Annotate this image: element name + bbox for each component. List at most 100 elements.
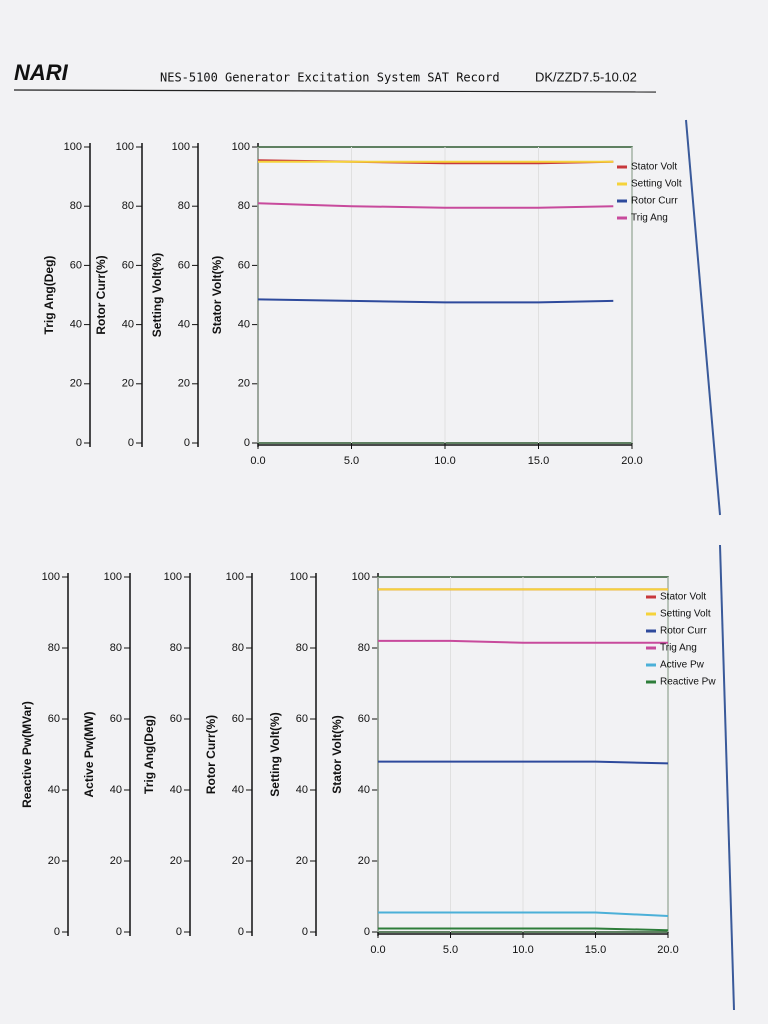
- y-tick-label: 0: [76, 437, 82, 449]
- x-tick-label: 10.0: [434, 455, 455, 467]
- y-tick-label: 40: [70, 319, 82, 331]
- y-tick-label: 0: [244, 437, 250, 449]
- legend-label: Rotor Curr: [631, 196, 678, 207]
- x-tick-label: 5.0: [443, 944, 458, 956]
- y-tick-label: 0: [54, 926, 60, 938]
- y-tick-label: 60: [48, 713, 60, 725]
- y-tick-label: 20: [296, 855, 308, 867]
- legend-label: Setting Volt: [660, 609, 711, 620]
- legend-label: Trig Ang: [631, 213, 668, 224]
- y-tick-label: 0: [116, 926, 122, 938]
- y-axis-title: Stator Volt(%): [330, 715, 344, 793]
- y-tick-label: 60: [170, 713, 182, 725]
- y-tick-label: 0: [184, 437, 190, 449]
- x-tick-label: 0.0: [250, 455, 265, 467]
- y-tick-label: 80: [178, 200, 190, 212]
- y-tick-label: 100: [64, 141, 82, 153]
- y-tick-label: 40: [48, 784, 60, 796]
- y-tick-label: 0: [238, 926, 244, 938]
- y-tick-label: 80: [170, 642, 182, 654]
- y-tick-label: 0: [302, 926, 308, 938]
- y-tick-label: 80: [110, 642, 122, 654]
- y-tick-label: 20: [178, 378, 190, 390]
- y-tick-label: 0: [176, 926, 182, 938]
- legend-label: Active Pw: [660, 660, 705, 671]
- x-tick-label: 15.0: [528, 455, 549, 467]
- y-tick-label: 0: [128, 437, 134, 449]
- y-tick-label: 40: [296, 784, 308, 796]
- y-tick-label: 80: [296, 642, 308, 654]
- y-tick-label: 20: [110, 855, 122, 867]
- header-rule: [13, 89, 657, 93]
- y-axis-title: Rotor Curr(%): [204, 715, 218, 794]
- y-tick-label: 60: [70, 259, 82, 271]
- y-tick-label: 60: [122, 259, 134, 271]
- legend-label: Setting Volt: [631, 179, 682, 190]
- series-line: [257, 298, 614, 304]
- y-axis-title: Setting Volt(%): [268, 712, 282, 796]
- y-tick-label: 100: [164, 571, 182, 583]
- x-tick-label: 0.0: [370, 944, 385, 956]
- document-code: DK/ZZD7.5-10.02: [535, 69, 637, 84]
- y-tick-label: 20: [358, 855, 370, 867]
- y-tick-label: 40: [178, 319, 190, 331]
- y-tick-label: 20: [170, 855, 182, 867]
- y-tick-label: 100: [42, 571, 60, 583]
- y-tick-label: 80: [122, 200, 134, 212]
- y-axis-title: Trig Ang(Deg): [42, 256, 56, 335]
- y-axis-title: Rotor Curr(%): [94, 255, 108, 334]
- y-tick-label: 100: [104, 571, 122, 583]
- y-tick-label: 60: [232, 713, 244, 725]
- document-title: NES-5100 Generator Excitation System SAT…: [160, 71, 500, 85]
- page-edge: [719, 544, 735, 1011]
- y-axis-title: Stator Volt(%): [210, 256, 224, 334]
- y-tick-label: 40: [232, 784, 244, 796]
- series-line: [378, 760, 669, 765]
- y-tick-label: 20: [70, 378, 82, 390]
- y-tick-label: 60: [358, 713, 370, 725]
- y-tick-label: 100: [352, 571, 370, 583]
- legend-label: Reactive Pw: [660, 677, 716, 688]
- y-axis-title: Active Pw(MW): [82, 711, 96, 797]
- y-tick-label: 40: [358, 784, 370, 796]
- legend-label: Trig Ang: [660, 643, 697, 654]
- y-tick-label: 40: [110, 784, 122, 796]
- legend-label: Stator Volt: [660, 592, 706, 603]
- y-tick-label: 20: [48, 855, 60, 867]
- y-tick-label: 100: [172, 141, 190, 153]
- y-tick-label: 80: [70, 200, 82, 212]
- y-tick-label: 80: [358, 642, 370, 654]
- x-tick-label: 15.0: [585, 944, 606, 956]
- y-tick-label: 20: [122, 378, 134, 390]
- y-tick-label: 40: [122, 319, 134, 331]
- y-tick-label: 100: [116, 141, 134, 153]
- y-tick-label: 60: [296, 713, 308, 725]
- y-tick-label: 60: [238, 259, 250, 271]
- y-tick-label: 100: [226, 571, 244, 583]
- logo: NARI: [14, 60, 69, 85]
- y-tick-label: 0: [364, 926, 370, 938]
- legend-label: Stator Volt: [631, 162, 677, 173]
- y-tick-label: 60: [178, 259, 190, 271]
- y-axis-title: Reactive Pw(MVar): [20, 701, 34, 808]
- y-tick-label: 100: [290, 571, 308, 583]
- y-tick-label: 80: [238, 200, 250, 212]
- y-tick-label: 60: [110, 713, 122, 725]
- x-tick-label: 5.0: [344, 455, 359, 467]
- y-tick-label: 80: [232, 642, 244, 654]
- y-axis-title: Trig Ang(Deg): [142, 715, 156, 794]
- legend-label: Rotor Curr: [660, 626, 707, 637]
- y-tick-label: 40: [238, 319, 250, 331]
- y-tick-label: 20: [238, 378, 250, 390]
- x-tick-label: 20.0: [657, 944, 678, 956]
- y-axis-title: Setting Volt(%): [150, 253, 164, 337]
- series-line: [378, 927, 669, 932]
- series-line: [378, 911, 669, 917]
- y-tick-label: 80: [48, 642, 60, 654]
- y-tick-label: 100: [232, 141, 250, 153]
- y-tick-label: 40: [170, 784, 182, 796]
- series-line: [378, 639, 668, 644]
